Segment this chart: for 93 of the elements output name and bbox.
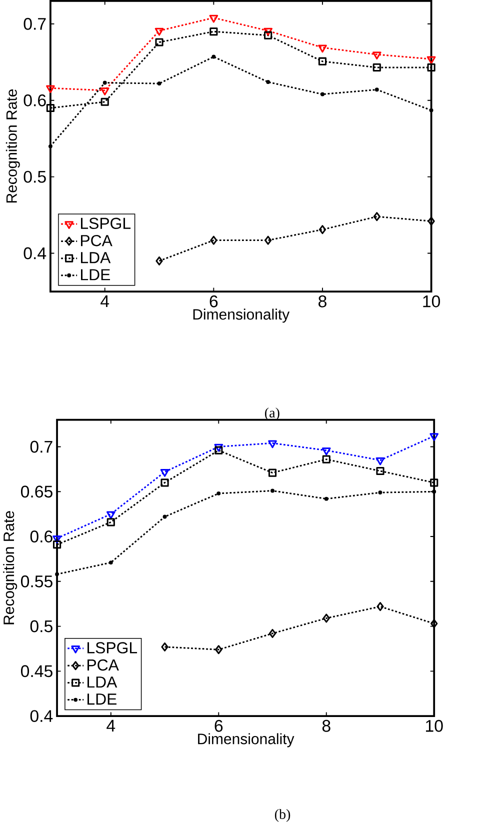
point	[102, 80, 107, 85]
legend-label: LDE	[80, 269, 110, 280]
point	[268, 468, 276, 477]
point	[100, 88, 110, 96]
y-tick-label: 0.6	[24, 94, 46, 106]
legend-label: PCA	[80, 234, 112, 246]
x-tick-label: 8	[318, 295, 326, 308]
y-tick-label: 0.6	[30, 530, 52, 542]
y-tick-label: 0.7	[30, 440, 52, 453]
point	[46, 104, 54, 112]
point	[209, 27, 218, 36]
point	[162, 514, 167, 519]
y-tick-label: 0.65	[20, 486, 52, 498]
point	[264, 31, 272, 40]
point	[430, 619, 438, 628]
point	[270, 488, 274, 493]
point	[160, 642, 168, 652]
point	[427, 63, 436, 72]
point	[322, 614, 330, 623]
point	[154, 28, 164, 36]
x-tick-label: 6	[214, 720, 222, 732]
point	[52, 540, 61, 549]
point	[376, 457, 384, 466]
point	[318, 44, 327, 53]
point	[160, 469, 169, 477]
point	[372, 63, 381, 72]
point	[429, 433, 438, 441]
legend-label: LDA	[87, 676, 117, 688]
x-tick-label: 10	[426, 720, 443, 732]
point	[266, 80, 270, 84]
point	[318, 225, 326, 234]
legend-label: LDE	[87, 694, 116, 705]
point	[320, 92, 324, 96]
point	[106, 518, 115, 526]
point	[214, 645, 222, 654]
x-tick-label: 6	[210, 295, 218, 308]
point	[374, 88, 379, 92]
point	[324, 496, 328, 501]
text: (b)	[274, 809, 290, 822]
point	[372, 52, 382, 60]
x-axis-title: Dimensionality	[193, 308, 290, 323]
point	[432, 490, 436, 494]
point	[210, 236, 218, 245]
legend-label: LSPGL	[80, 218, 130, 230]
point	[268, 628, 276, 638]
x-axis-title: Dimensionality	[198, 733, 294, 748]
point	[157, 82, 162, 86]
y-tick-label: 0.4	[30, 710, 52, 722]
y-tick-label: 0.7	[24, 18, 46, 30]
x-tick-label: 4	[106, 720, 115, 732]
point	[376, 602, 384, 612]
y-axis-title: Recognition Rate	[6, 89, 20, 202]
point	[106, 511, 116, 520]
legend-label: PCA	[87, 659, 119, 671]
x-tick-label: 8	[322, 720, 330, 732]
point	[52, 535, 62, 544]
y-tick-label: 0.4	[24, 247, 46, 260]
point	[427, 216, 435, 226]
point	[264, 236, 272, 245]
point	[322, 455, 330, 464]
point	[155, 256, 163, 266]
y-tick-label: 0.55	[20, 575, 52, 588]
point	[209, 14, 218, 23]
point	[373, 212, 380, 222]
point	[318, 57, 326, 66]
point	[100, 98, 109, 106]
point	[430, 478, 438, 487]
point	[214, 446, 222, 454]
x-tick-label: 4	[100, 295, 109, 307]
point	[268, 440, 277, 448]
legend-label: LSPGL	[87, 642, 137, 654]
x-tick-label: 10	[422, 295, 440, 308]
point	[214, 444, 223, 452]
point	[429, 108, 434, 112]
point	[378, 490, 382, 495]
point	[216, 491, 220, 496]
point	[322, 447, 331, 456]
point	[160, 478, 169, 487]
y-tick-label: 0.5	[30, 620, 52, 632]
legend-label: LDA	[80, 252, 110, 264]
point	[426, 56, 436, 64]
point	[54, 572, 59, 576]
point	[48, 144, 52, 148]
y-tick-label: 0.5	[24, 170, 46, 183]
point	[154, 38, 164, 46]
y-tick-label: 0.45	[20, 665, 52, 678]
annotation: (a)	[264, 408, 280, 420]
point	[46, 85, 55, 94]
point	[376, 466, 384, 476]
point	[263, 28, 272, 36]
point	[108, 560, 113, 565]
point	[211, 54, 216, 59]
y-axis-title: Recognition Rate	[2, 511, 17, 624]
